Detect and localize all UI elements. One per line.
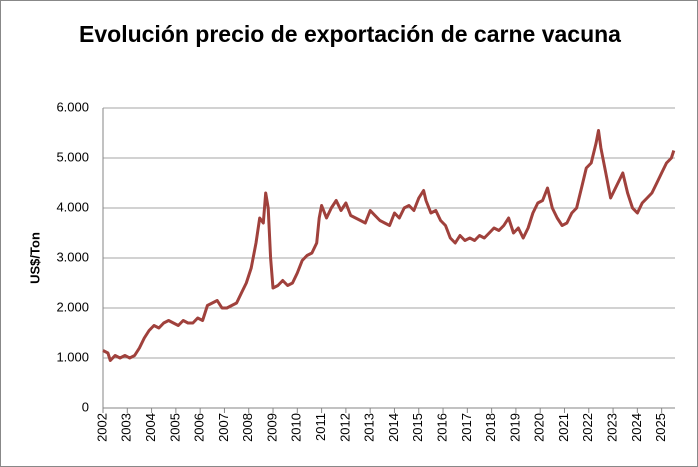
chart-title: Evolución precio de exportación de carne… bbox=[79, 21, 621, 47]
x-tick-label: 2021 bbox=[556, 413, 571, 442]
x-tick-label: 2020 bbox=[532, 413, 547, 442]
x-tick-label: 2009 bbox=[264, 413, 279, 442]
x-tick-label: 2011 bbox=[313, 413, 328, 441]
x-tick-label: 2023 bbox=[605, 413, 620, 442]
x-tick-label: 2022 bbox=[580, 413, 595, 442]
x-tick-label: 2005 bbox=[167, 413, 182, 442]
y-tick-label: 5.000 bbox=[56, 149, 89, 164]
y-tick-label: 6.000 bbox=[56, 99, 89, 114]
y-tick-label: 0 bbox=[82, 399, 89, 414]
x-tick-label: 2024 bbox=[629, 413, 644, 442]
x-tick-label: 2012 bbox=[337, 413, 352, 442]
x-tick-label: 2019 bbox=[507, 413, 522, 442]
x-tick-label: 2016 bbox=[434, 413, 449, 442]
x-tick-label: 2006 bbox=[192, 413, 207, 442]
y-tick-label: 4.000 bbox=[56, 199, 89, 214]
y-tick-label: 1.000 bbox=[56, 349, 89, 364]
x-tick-label: 2017 bbox=[459, 413, 474, 442]
x-tick-label: 2002 bbox=[94, 413, 109, 442]
y-tick-label: 2.000 bbox=[56, 299, 89, 314]
x-tick-label: 2015 bbox=[410, 413, 425, 442]
price-line bbox=[102, 129, 676, 362]
x-tick-label: 2008 bbox=[240, 413, 255, 442]
x-tick-label: 2014 bbox=[386, 413, 401, 442]
x-tick-label: 2018 bbox=[483, 413, 498, 442]
x-tick-label: 2025 bbox=[653, 413, 668, 442]
y-tick-label: 3.000 bbox=[56, 249, 89, 264]
x-tick-label: 2003 bbox=[119, 413, 134, 442]
x-tick-label: 2010 bbox=[289, 413, 304, 442]
x-tick-label: 2004 bbox=[143, 413, 158, 442]
x-tick-label: 2007 bbox=[216, 413, 231, 442]
x-tick-label: 2013 bbox=[362, 413, 377, 442]
y-axis-label: US$/Ton bbox=[27, 232, 42, 284]
